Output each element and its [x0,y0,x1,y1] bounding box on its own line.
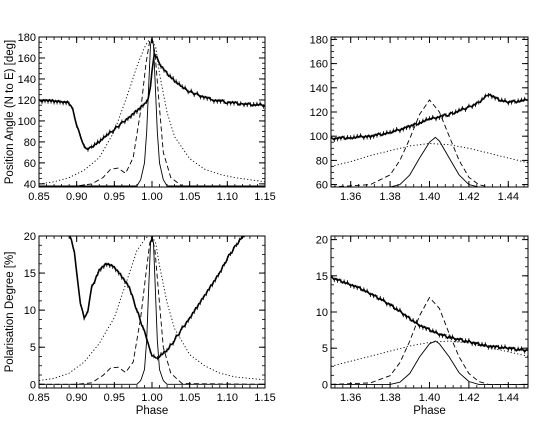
plot-area-polarisation-degree-right [331,273,528,385]
x-tick-label: 1.40 [419,191,440,203]
x-tick-label: 1.05 [179,392,200,404]
series-data-line [39,50,265,151]
x-tick-label: 1.00 [141,191,162,203]
x-tick-label: 1.40 [419,392,440,404]
y-tick-label: 100 [310,131,328,143]
series-dashed-line [331,297,528,385]
plot-area-polarisation-degree-left [39,236,265,385]
y-tick-label: 120 [18,95,36,107]
x-axis-title: Phase [136,405,169,417]
y-axis-title: Position Angle (N to E) [deg] [4,40,16,184]
x-tick-label: 1.36 [340,392,361,404]
series-solid-line [39,37,265,187]
y-tick-label: 15 [24,268,36,280]
y-tick-label: 5 [322,343,328,355]
y-tick-label: 60 [24,158,36,170]
x-tick-label: 0.90 [66,191,87,203]
y-tick-label: 160 [18,53,36,65]
panel-position-angle-right: 1.36 1.38 1.40 1.42 1.44 60 80 100 120 140 160 180 [310,34,529,203]
x-tick-label: 1.38 [379,392,400,404]
y-tick-label: 15 [316,271,328,283]
x-tick-label: 0.90 [66,392,87,404]
y-tick-label: 160 [310,59,328,71]
y-tick-label: 60 [316,180,328,192]
y-tick-label: 10 [24,305,36,317]
panel-polarisation-degree-right: 1.36 1.38 1.40 1.42 1.44 0 5 10 15 20 Phase [316,235,529,417]
x-tick-label: 1.00 [141,392,162,404]
y-tick-label: 80 [24,137,36,149]
series-dotted-line [39,236,265,382]
y-axis-title: Polarisation Degree [%] [4,252,16,373]
x-tick-label: 1.36 [340,191,361,203]
x-tick-label: 0.85 [28,392,49,404]
y-tick-label: 0 [30,379,36,391]
y-tick-label: 0 [322,379,328,391]
y-tick-label: 80 [316,155,328,167]
x-tick-label: 1.15 [254,392,275,404]
x-tick-label: 1.44 [498,392,519,404]
y-tick-label: 180 [18,32,36,44]
plot-area-position-angle-left [39,37,265,187]
series-dashed-line [39,236,265,385]
y-tick-label: 10 [316,307,328,319]
series-dotted-line [331,143,528,167]
x-tick-label: 1.38 [379,191,400,203]
series-dashed-line [331,99,528,187]
x-tick-label: 0.85 [28,191,49,203]
panel-polarisation-degree-left: 0.85 0.90 0.95 1.00 1.05 1.10 1.15 0 5 10 15 20 Phas… [4,231,276,417]
y-tick-label: 20 [24,231,36,243]
series-solid-line [331,340,528,385]
panel-position-angle-left: 0.85 0.90 0.95 1.00 1.05 1.10 1.15 40 60 80 100 120… [4,32,276,203]
series-solid-line [39,236,265,385]
x-tick-label: 0.95 [104,191,125,203]
x-tick-label: 1.10 [217,191,238,203]
y-tick-label: 20 [316,235,328,247]
y-tick-label: 140 [18,74,36,86]
x-tick-label: 1.05 [179,191,200,203]
x-axis-title: Phase [413,405,446,417]
x-tick-label: 1.42 [458,191,479,203]
y-tick-label: 100 [18,116,36,128]
y-tick-label: 120 [310,107,328,119]
x-tick-label: 1.44 [498,191,519,203]
y-tick-label: 5 [30,342,36,354]
y-tick-label: 140 [310,83,328,95]
x-tick-label: 1.10 [217,392,238,404]
x-tick-label: 1.42 [458,392,479,404]
x-tick-label: 0.95 [104,392,125,404]
y-tick-label: 180 [310,34,328,46]
x-tick-label: 1.15 [254,191,275,203]
y-tick-label: 40 [24,179,36,191]
